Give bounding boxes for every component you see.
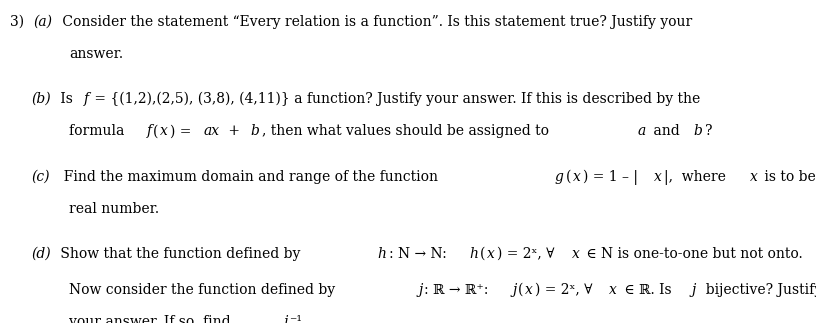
- Text: j: j: [512, 283, 517, 297]
- Text: bijective? Justify: bijective? Justify: [697, 283, 816, 297]
- Text: x: x: [160, 124, 168, 138]
- Text: b: b: [251, 124, 259, 138]
- Text: ∈ N is one-to-one but not onto.: ∈ N is one-to-one but not onto.: [582, 247, 803, 261]
- Text: ) = 1 – |: ) = 1 – |: [583, 170, 638, 185]
- Text: h: h: [469, 247, 478, 261]
- Text: ⁻¹.: ⁻¹.: [289, 315, 306, 323]
- Text: x: x: [654, 170, 662, 183]
- Text: f: f: [146, 124, 152, 138]
- Text: , then what values should be assigned to: , then what values should be assigned to: [262, 124, 553, 138]
- Text: ?: ?: [705, 124, 713, 138]
- Text: ax: ax: [203, 124, 220, 138]
- Text: x: x: [525, 283, 533, 297]
- Text: (: (: [518, 283, 523, 297]
- Text: answer.: answer.: [69, 47, 123, 61]
- Text: : ℝ → ℝ⁺:: : ℝ → ℝ⁺:: [424, 283, 493, 297]
- Text: (b): (b): [31, 92, 51, 106]
- Text: j: j: [692, 283, 696, 297]
- Text: x: x: [573, 170, 581, 183]
- Text: h: h: [377, 247, 386, 261]
- Text: formula: formula: [69, 124, 129, 138]
- Text: Is: Is: [56, 92, 78, 106]
- Text: b: b: [694, 124, 703, 138]
- Text: : N → N:: : N → N:: [388, 247, 451, 261]
- Text: ) = 2ˣ, ∀: ) = 2ˣ, ∀: [535, 283, 592, 297]
- Text: Now consider the function defined by: Now consider the function defined by: [69, 283, 339, 297]
- Text: (: (: [566, 170, 571, 183]
- Text: ) = 2ˣ, ∀: ) = 2ˣ, ∀: [498, 247, 555, 261]
- Text: ∈ ℝ. Is: ∈ ℝ. Is: [619, 283, 676, 297]
- Text: f: f: [84, 92, 89, 106]
- Text: (: (: [153, 124, 158, 138]
- Text: (: (: [481, 247, 486, 261]
- Text: a: a: [638, 124, 646, 138]
- Text: |,  where: |, where: [664, 170, 730, 184]
- Text: Consider the statement “Every relation is a function”. Is this statement true? J: Consider the statement “Every relation i…: [58, 15, 693, 28]
- Text: (c): (c): [31, 170, 50, 183]
- Text: ) =: ) =: [171, 124, 196, 138]
- Text: g: g: [555, 170, 564, 183]
- Text: x: x: [750, 170, 758, 183]
- Text: j: j: [419, 283, 423, 297]
- Text: x: x: [572, 247, 579, 261]
- Text: j: j: [283, 315, 288, 323]
- Text: 3): 3): [10, 15, 29, 28]
- Text: +: +: [224, 124, 245, 138]
- Text: Find the maximum domain and range of the function: Find the maximum domain and range of the…: [55, 170, 442, 183]
- Text: x: x: [487, 247, 495, 261]
- Text: your answer. If so, find: your answer. If so, find: [69, 315, 235, 323]
- Text: (a): (a): [33, 15, 53, 28]
- Text: (d): (d): [31, 247, 51, 261]
- Text: and: and: [649, 124, 684, 138]
- Text: = {(1,2),(2,5), (3,8), (4,11)} a function? Justify your answer. If this is descr: = {(1,2),(2,5), (3,8), (4,11)} a functio…: [91, 92, 701, 107]
- Text: Show that the function defined by: Show that the function defined by: [56, 247, 305, 261]
- Text: is to be a: is to be a: [760, 170, 816, 183]
- Text: real number.: real number.: [69, 202, 159, 216]
- Text: x: x: [610, 283, 617, 297]
